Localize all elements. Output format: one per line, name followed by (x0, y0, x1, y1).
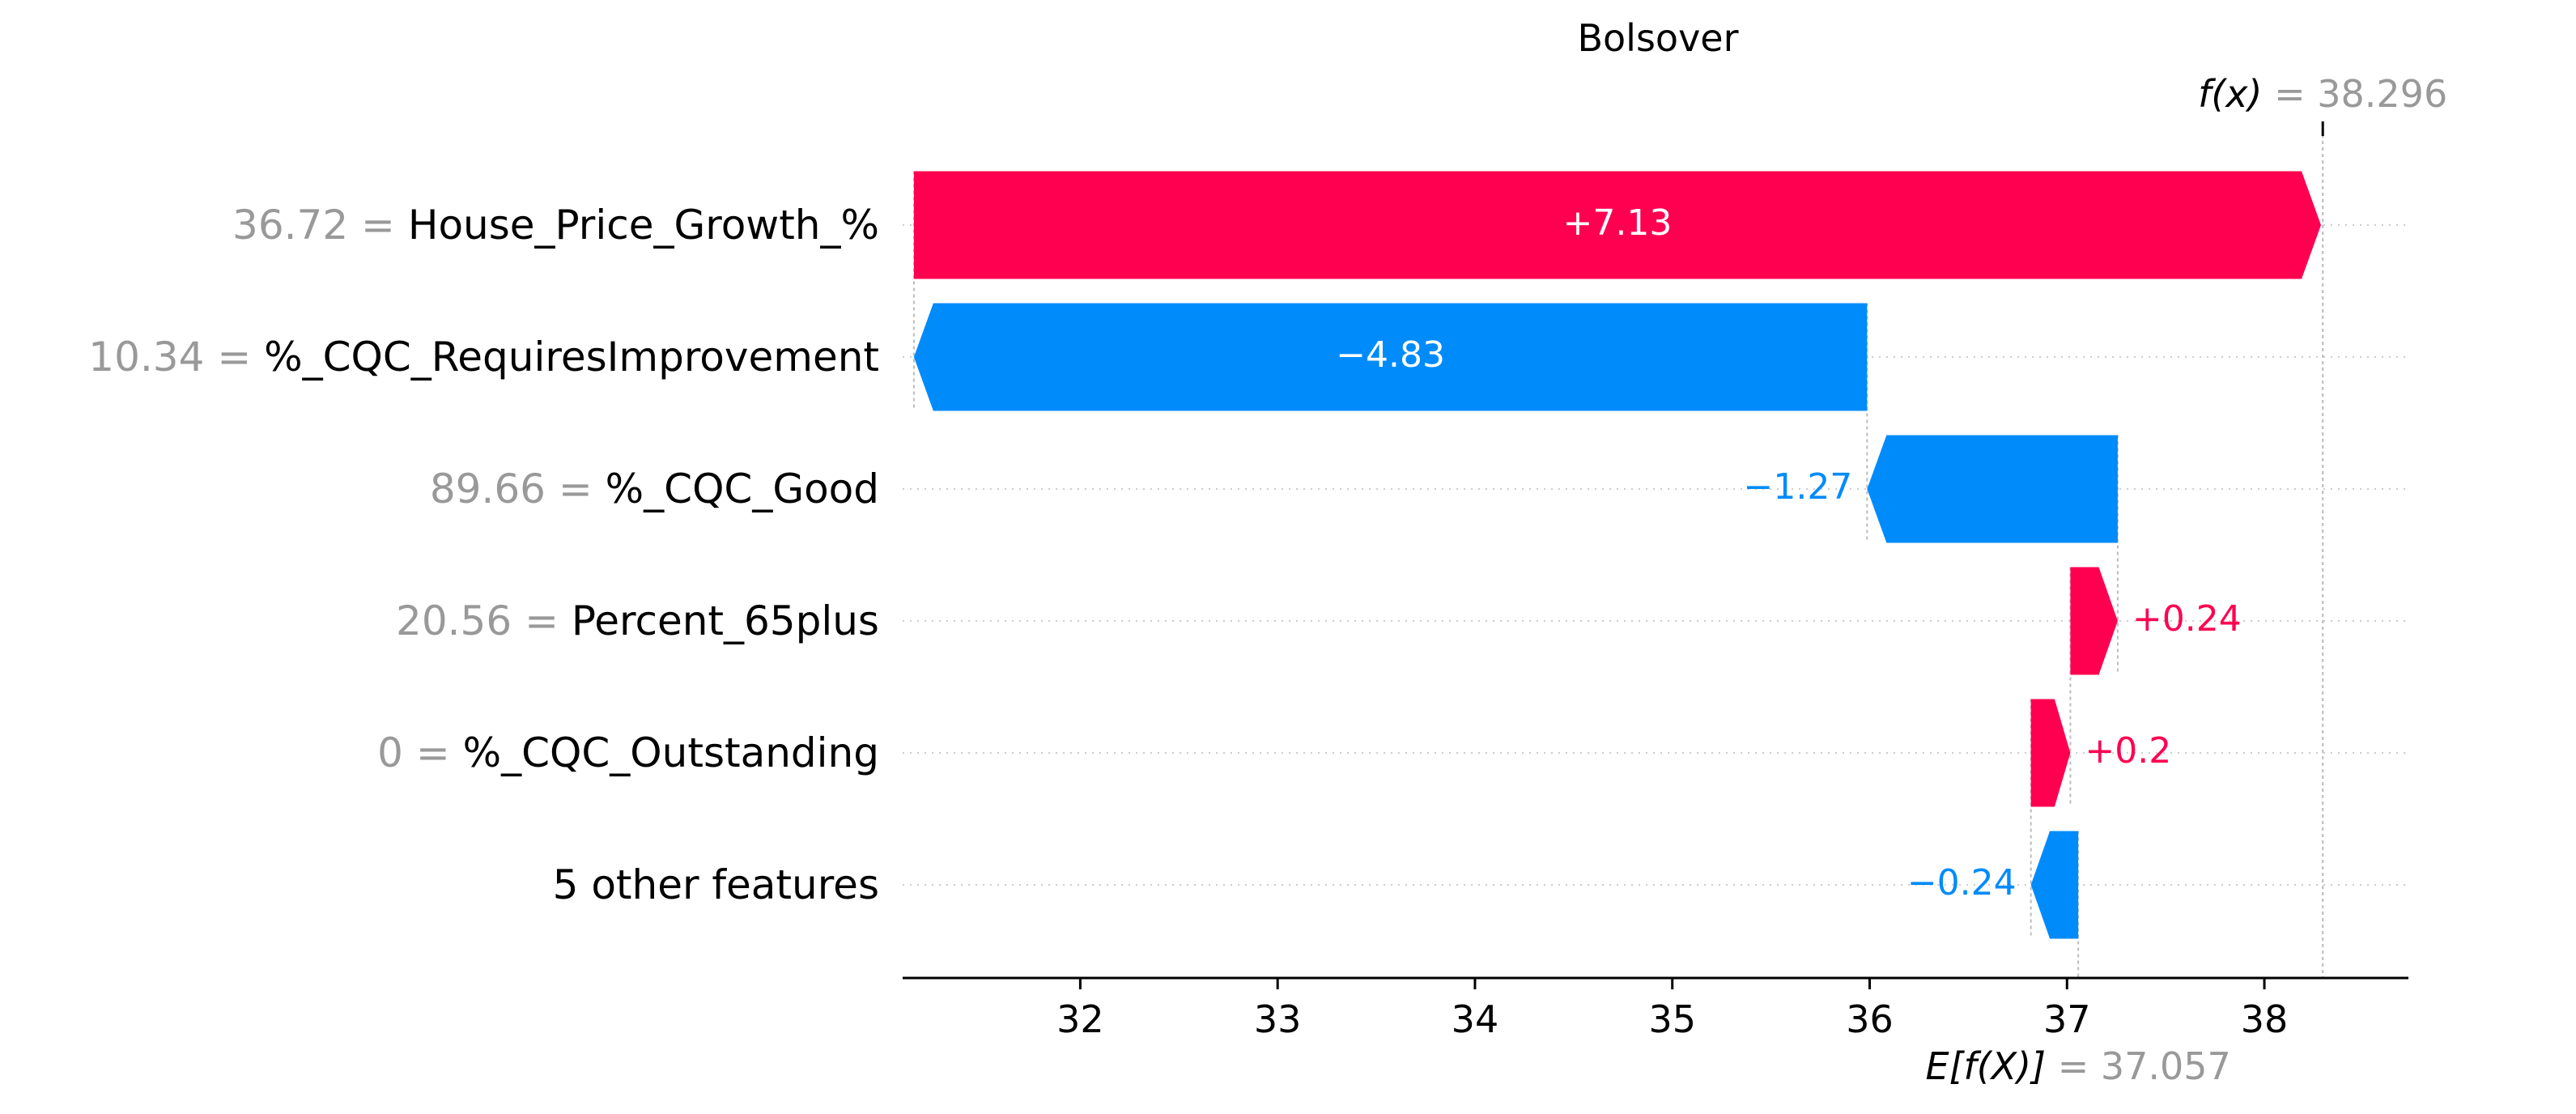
bar (913, 171, 2322, 279)
bar (913, 303, 1868, 411)
feature-value: 20.56 = (396, 597, 572, 644)
contribution-label: +0.24 (2132, 598, 2242, 640)
output-value-label: f(x) = 38.296 (2198, 72, 2447, 116)
x-tick-label: 35 (1648, 997, 1696, 1041)
output-value-symbol: f(x) (2198, 72, 2274, 116)
feature-name: %_CQC_RequiresImprovement (264, 334, 879, 381)
base-value-label: E[f(X)] = 37.057 (1926, 1044, 2231, 1088)
x-tick-label: 36 (1846, 997, 1894, 1041)
feature-value: 36.72 = (232, 202, 408, 249)
feature-labels: 36.72 = House_Price_Growth_% 10.34 = %_CQ… (88, 202, 879, 908)
bars: +7.13 −4.83 −1.27 +0.24 +0.2 −0.24 (913, 171, 2322, 939)
feature-name: Percent_65plus (572, 597, 879, 644)
contribution-label: −1.27 (1743, 466, 1852, 508)
feature-label: 20.56 = Percent_65plus (396, 597, 879, 644)
contribution-label: +0.2 (2085, 730, 2171, 772)
x-tick-label: 37 (2043, 997, 2091, 1041)
x-tick-label: 32 (1056, 997, 1104, 1041)
bar (2070, 567, 2118, 675)
chart-title: Bolsover (1577, 16, 1738, 60)
x-tick-label: 33 (1254, 997, 1302, 1041)
feature-name: %_CQC_Good (606, 466, 879, 512)
output-value-number: = 38.296 (2274, 72, 2447, 116)
feature-label: 5 other features (553, 861, 879, 908)
feature-name: House_Price_Growth_% (408, 202, 879, 249)
feature-label: 10.34 = %_CQC_RequiresImprovement (88, 334, 879, 381)
feature-label: 89.66 = %_CQC_Good (430, 466, 879, 512)
bar (2030, 699, 2071, 807)
feature-value: 89.66 = (430, 466, 606, 512)
x-tick-label: 38 (2241, 997, 2289, 1041)
feature-label: 36.72 = House_Price_Growth_% (232, 202, 879, 249)
contribution-label: −0.24 (1907, 862, 2017, 904)
bar (2030, 831, 2079, 939)
contribution-label: −4.83 (1336, 334, 1445, 376)
contribution-label: +7.13 (1563, 202, 1673, 244)
feature-value: 0 = (377, 729, 463, 776)
feature-label: 0 = %_CQC_Outstanding (377, 729, 879, 776)
base-value-symbol: E[f(X)] (1926, 1044, 2058, 1088)
x-tick-label: 34 (1452, 997, 1499, 1041)
feature-name: 5 other features (553, 861, 879, 908)
bar (1867, 435, 2118, 543)
feature-name: %_CQC_Outstanding (463, 729, 879, 776)
feature-value: 10.34 = (88, 334, 264, 381)
base-value-number: = 37.057 (2058, 1044, 2231, 1088)
